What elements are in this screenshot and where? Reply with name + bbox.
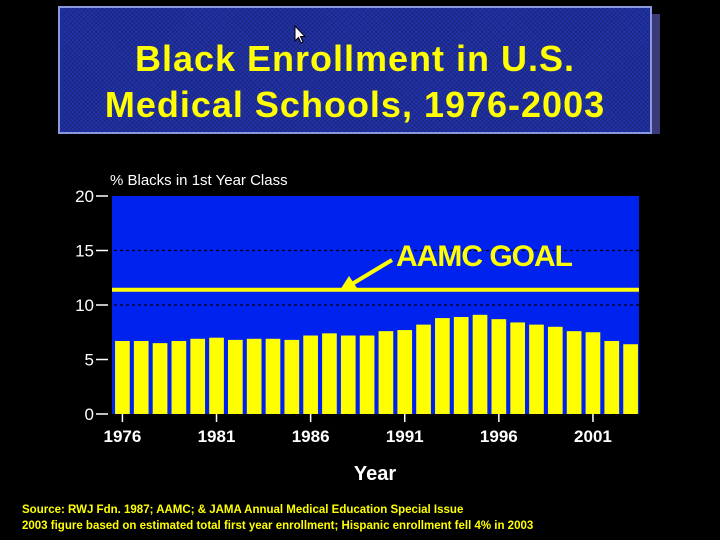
x-tick-label: 1991 <box>386 427 424 446</box>
source-note-1: Source: RWJ Fdn. 1987; AAMC; & JAMA Annu… <box>22 504 464 516</box>
bar-1978 <box>152 343 168 414</box>
bar-1983 <box>246 338 262 414</box>
y-axis-label: % Blacks in 1st Year Class <box>110 172 288 189</box>
bar-1976 <box>115 340 130 414</box>
bar-2002 <box>604 340 620 414</box>
title-line-1: Black Enrollment in U.S. <box>134 38 576 79</box>
x-tick-label: 1981 <box>198 427 236 446</box>
bar-1994 <box>453 316 469 414</box>
x-tick-label: 1986 <box>292 427 330 446</box>
bar-1999 <box>547 326 563 414</box>
x-tick-label: 2001 <box>574 427 612 446</box>
title-line-2: Medical Schools, 1976-2003 <box>104 84 606 125</box>
x-tick-label: 1976 <box>103 427 141 446</box>
bar-2000 <box>566 331 582 414</box>
bar-1982 <box>227 339 243 414</box>
bar-1992 <box>416 324 431 414</box>
goal-arrow-head <box>340 276 357 290</box>
y-tick-label: 5 <box>85 351 94 370</box>
bar-1984 <box>265 338 281 414</box>
bar-1977 <box>133 340 149 414</box>
bar-1991 <box>397 330 413 414</box>
mouse-pointer-icon <box>294 25 306 44</box>
x-axis-label: Year <box>354 463 396 485</box>
bar-1980 <box>190 338 206 414</box>
bar-chart: AAMC GOAL 0 5 10 15 20 1976 1981 1986 1991 1996 2… <box>75 172 639 485</box>
y-tick-label: 0 <box>85 405 94 424</box>
bar-1990 <box>378 331 394 414</box>
bar-2001 <box>585 332 601 414</box>
y-tick-label: 20 <box>75 187 94 206</box>
goal-label: AAMC GOAL <box>396 240 573 273</box>
bar-1995 <box>472 314 488 414</box>
x-tick-label: 1996 <box>480 427 518 446</box>
bar-1988 <box>340 335 356 414</box>
bar-1997 <box>510 322 526 414</box>
bar-1996 <box>491 319 507 414</box>
title-box: Black Enrollment in U.S. Medical Schools… <box>58 6 652 134</box>
bar-1987 <box>322 333 337 414</box>
bar-1985 <box>284 339 300 414</box>
bar-1998 <box>529 324 544 414</box>
bar-1993 <box>435 318 450 414</box>
source-note-2: 2003 figure based on estimated total fir… <box>22 520 534 532</box>
bar-1986 <box>303 335 318 414</box>
y-tick-label: 10 <box>75 296 94 315</box>
bar-1981 <box>209 337 224 414</box>
bar-2003 <box>623 344 638 414</box>
goal-arrow-shaft <box>350 258 394 286</box>
bar-1979 <box>171 340 187 414</box>
bar-1989 <box>359 335 375 414</box>
y-tick-label: 15 <box>75 242 94 261</box>
